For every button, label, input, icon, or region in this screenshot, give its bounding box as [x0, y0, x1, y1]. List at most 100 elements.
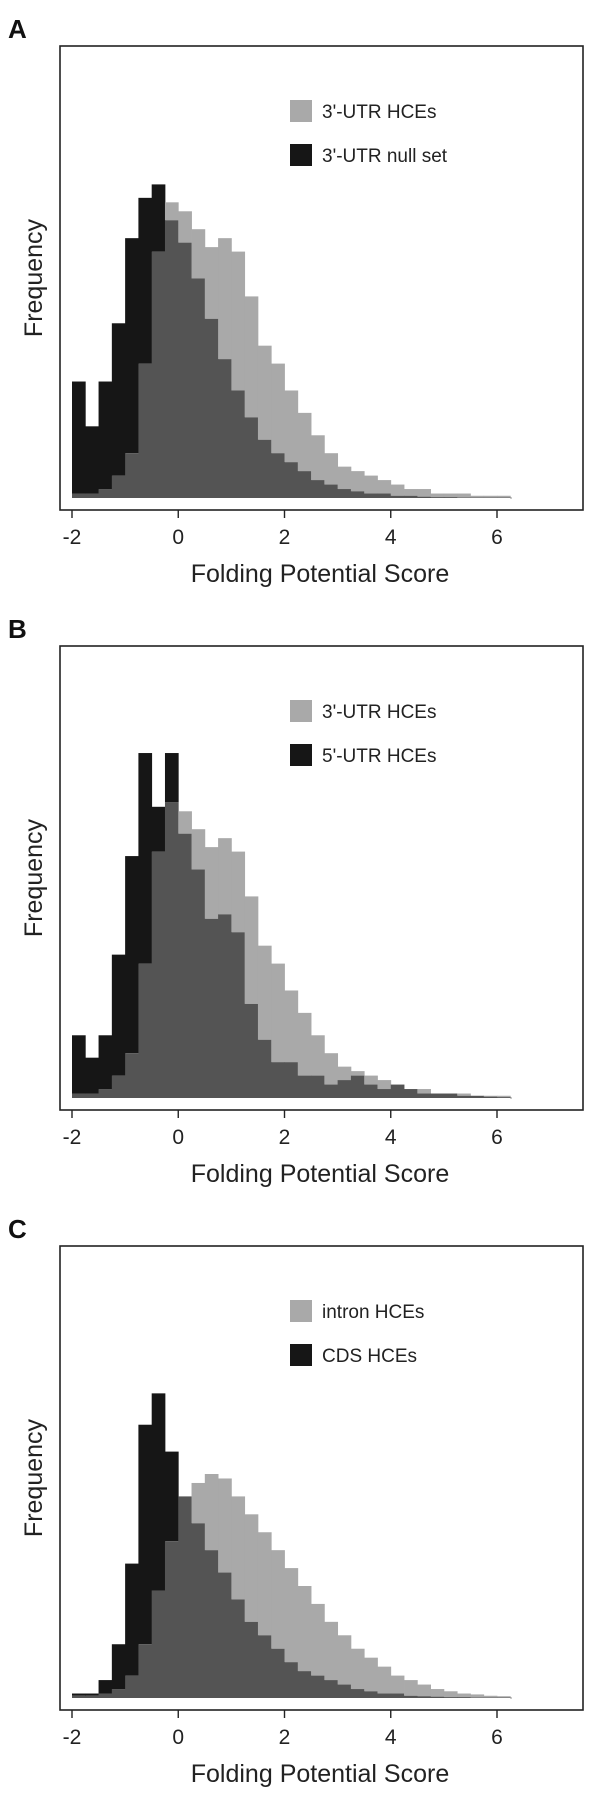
- bar-overlap-bin-7: [164, 1541, 179, 1698]
- bar-overlap-bin-29: [457, 1697, 471, 1698]
- histogram-panel-c: C -2 0 2 4 6 Folding Potential Score Frequency i…: [0, 1200, 593, 1800]
- bar-light-bin-29: [457, 1693, 471, 1698]
- bar-overlap-bin-7: [164, 802, 179, 1098]
- bar-overlap-bin-16: [284, 1062, 299, 1098]
- bar-overlap-bin-18: [311, 480, 325, 498]
- bar-overlap-bin-2: [98, 1089, 113, 1098]
- bar-light-bin-10: [204, 247, 219, 319]
- bar-overlap-bin-14: [257, 1039, 272, 1098]
- bar-light-bin-28: [443, 493, 458, 498]
- bar-light-bin-7: [164, 202, 179, 221]
- x-axis-title: Folding Potential Score: [191, 560, 449, 588]
- x-tick-label: 6: [491, 1726, 503, 1749]
- bar-dark-bin-5: [138, 197, 153, 364]
- bar-light-bin-20: [337, 466, 352, 490]
- bar-dark-bin-0: [72, 381, 86, 494]
- bar-light-bin-16: [284, 990, 299, 1063]
- bar-light-bin-18: [311, 1035, 325, 1076]
- bar-overlap-bin-10: [204, 318, 219, 498]
- bar-overlap-bin-0: [72, 493, 86, 498]
- bar-light-bin-13: [244, 1514, 259, 1622]
- legend-swatch: [290, 100, 312, 122]
- bar-overlap-bin-11: [218, 359, 232, 498]
- x-tick-label: 6: [491, 1126, 503, 1149]
- bar-light-bin-26: [417, 489, 431, 497]
- bar-light-bin-29: [457, 1093, 471, 1096]
- bar-dark-bin-7: [164, 1451, 179, 1542]
- panel-letter: B: [8, 614, 27, 644]
- bar-dark-bin-0: [72, 1035, 86, 1094]
- bar-overlap-bin-23: [377, 493, 392, 498]
- bar-light-bin-12: [231, 251, 246, 391]
- bar-overlap-bin-9: [191, 869, 206, 1098]
- bar-light-bin-12: [231, 1496, 246, 1600]
- bar-overlap-bin-21: [350, 491, 365, 498]
- bar-light-bin-32: [497, 1696, 511, 1698]
- x-tick-label: 6: [491, 526, 503, 549]
- bar-overlap-bin-14: [257, 1635, 272, 1698]
- bar-overlap-bin-21: [350, 1689, 365, 1698]
- bar-overlap-bin-26: [417, 496, 431, 498]
- bar-overlap-bin-8: [178, 242, 192, 498]
- bar-light-bin-12: [231, 851, 246, 933]
- bar-overlap-bin-1: [85, 1695, 99, 1698]
- bar-overlap-bin-9: [191, 278, 206, 498]
- bar-light-bin-25: [404, 1680, 418, 1696]
- panel-letter: A: [8, 14, 27, 44]
- bar-light-bin-21: [350, 1648, 365, 1690]
- bar-light-bin-25: [404, 489, 418, 496]
- bar-overlap-bin-24: [390, 1693, 405, 1698]
- bar-overlap-bin-26: [417, 1696, 431, 1698]
- histogram-panel-a: A -2 0 2 4 6 Folding Potential Score Frequency 3…: [0, 0, 593, 600]
- bar-overlap-bin-18: [311, 1075, 325, 1098]
- bar-dark-bin-6: [151, 1393, 166, 1591]
- bar-dark-bin-0: [72, 1693, 86, 1696]
- histogram-svg: A -2 0 2 4 6 Folding Potential Score Frequency 3…: [8, 14, 584, 588]
- bar-light-bin-16: [284, 1568, 299, 1663]
- bar-overlap-bin-8: [178, 1496, 192, 1698]
- bar-dark-bin-3: [111, 954, 126, 1076]
- legend-swatch: [290, 744, 312, 766]
- bar-light-bin-23: [377, 1080, 392, 1090]
- bar-dark-bin-5: [138, 753, 153, 964]
- bar-overlap-bin-29: [457, 1095, 471, 1098]
- bar-overlap-bin-11: [218, 1572, 232, 1698]
- legend-swatch: [290, 144, 312, 166]
- bar-overlap-bin-17: [297, 1671, 312, 1698]
- x-tick-label: 0: [172, 526, 184, 549]
- bar-overlap-bin-12: [231, 932, 246, 1098]
- bar-light-bin-23: [377, 480, 392, 494]
- bar-light-bin-19: [324, 1621, 339, 1681]
- bar-light-bin-20: [337, 1635, 352, 1685]
- bar-light-bin-15: [271, 963, 285, 1063]
- bar-overlap-bin-22: [364, 1084, 378, 1098]
- bar-overlap-bin-28: [443, 1697, 458, 1698]
- bar-light-bin-10: [204, 1474, 219, 1551]
- panel-letter: C: [8, 1214, 27, 1244]
- bar-dark-bin-3: [111, 1644, 126, 1690]
- bar-light-bin-19: [324, 1053, 339, 1085]
- bar-overlap-bin-17: [297, 1075, 312, 1098]
- bar-overlap-bin-23: [377, 1693, 392, 1698]
- bar-overlap-bin-15: [271, 1062, 285, 1098]
- x-tick-label: 2: [279, 526, 291, 549]
- bar-overlap-bin-17: [297, 471, 312, 498]
- bar-light-bin-14: [257, 1532, 272, 1636]
- bar-light-bin-13: [244, 296, 259, 418]
- bar-overlap-bin-16: [284, 462, 299, 498]
- bar-light-bin-32: [497, 495, 511, 498]
- bar-overlap-bin-27: [430, 497, 445, 498]
- bar-light-bin-19: [324, 453, 339, 485]
- bar-light-bin-31: [483, 1695, 498, 1698]
- x-tick-label: -2: [63, 526, 82, 549]
- bar-overlap-bin-10: [204, 918, 219, 1098]
- bar-overlap-bin-9: [191, 1523, 206, 1698]
- legend-swatch: [290, 1300, 312, 1322]
- bar-overlap-bin-24: [390, 1084, 405, 1098]
- bar-dark-bin-2: [98, 381, 113, 490]
- bar-light-bin-21: [350, 471, 365, 492]
- x-tick-label: 4: [385, 1126, 397, 1149]
- bar-light-bin-17: [297, 1586, 312, 1672]
- bar-overlap-bin-10: [204, 1550, 219, 1698]
- bar-overlap-bin-20: [337, 489, 352, 498]
